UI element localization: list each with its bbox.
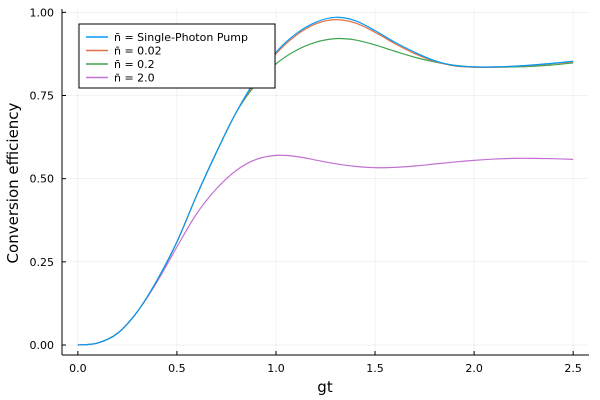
x-tick-label: 1.5 <box>366 362 384 375</box>
x-tick-label: 2.5 <box>564 362 582 375</box>
y-axis-label: Conversion efficiency <box>4 102 22 263</box>
axes <box>61 9 589 356</box>
series-line-3 <box>77 154 574 346</box>
legend-box <box>78 23 276 89</box>
x-tick-label: 0.0 <box>69 362 87 375</box>
x-tick-label: 1.0 <box>267 362 285 375</box>
y-tick-label: 1.00 <box>30 6 55 19</box>
legend-entry: n̄ = 2.0 <box>114 72 155 85</box>
y-tick-label: 0.25 <box>30 256 55 269</box>
y-tick-label: 0.75 <box>30 90 55 103</box>
y-tick-label: 0.50 <box>30 173 55 186</box>
x-tick-label: 2.0 <box>465 362 483 375</box>
series-line-0 <box>77 16 574 346</box>
legend-entry: n̄ = 0.2 <box>114 58 155 71</box>
series-lines <box>77 16 574 346</box>
legend-entry: n̄ = 0.02 <box>114 45 162 58</box>
tick-labels: 0.0 0.5 1.0 1.5 2.0 2.5 0.00 0.25 0.50 0.75 1.00 <box>30 6 582 375</box>
y-tick-label: 0.00 <box>30 339 55 352</box>
x-axis-label: gt <box>317 378 333 396</box>
x-tick-label: 0.5 <box>168 362 186 375</box>
legend-entry: n̄ = Single-Photon Pump <box>114 31 248 44</box>
